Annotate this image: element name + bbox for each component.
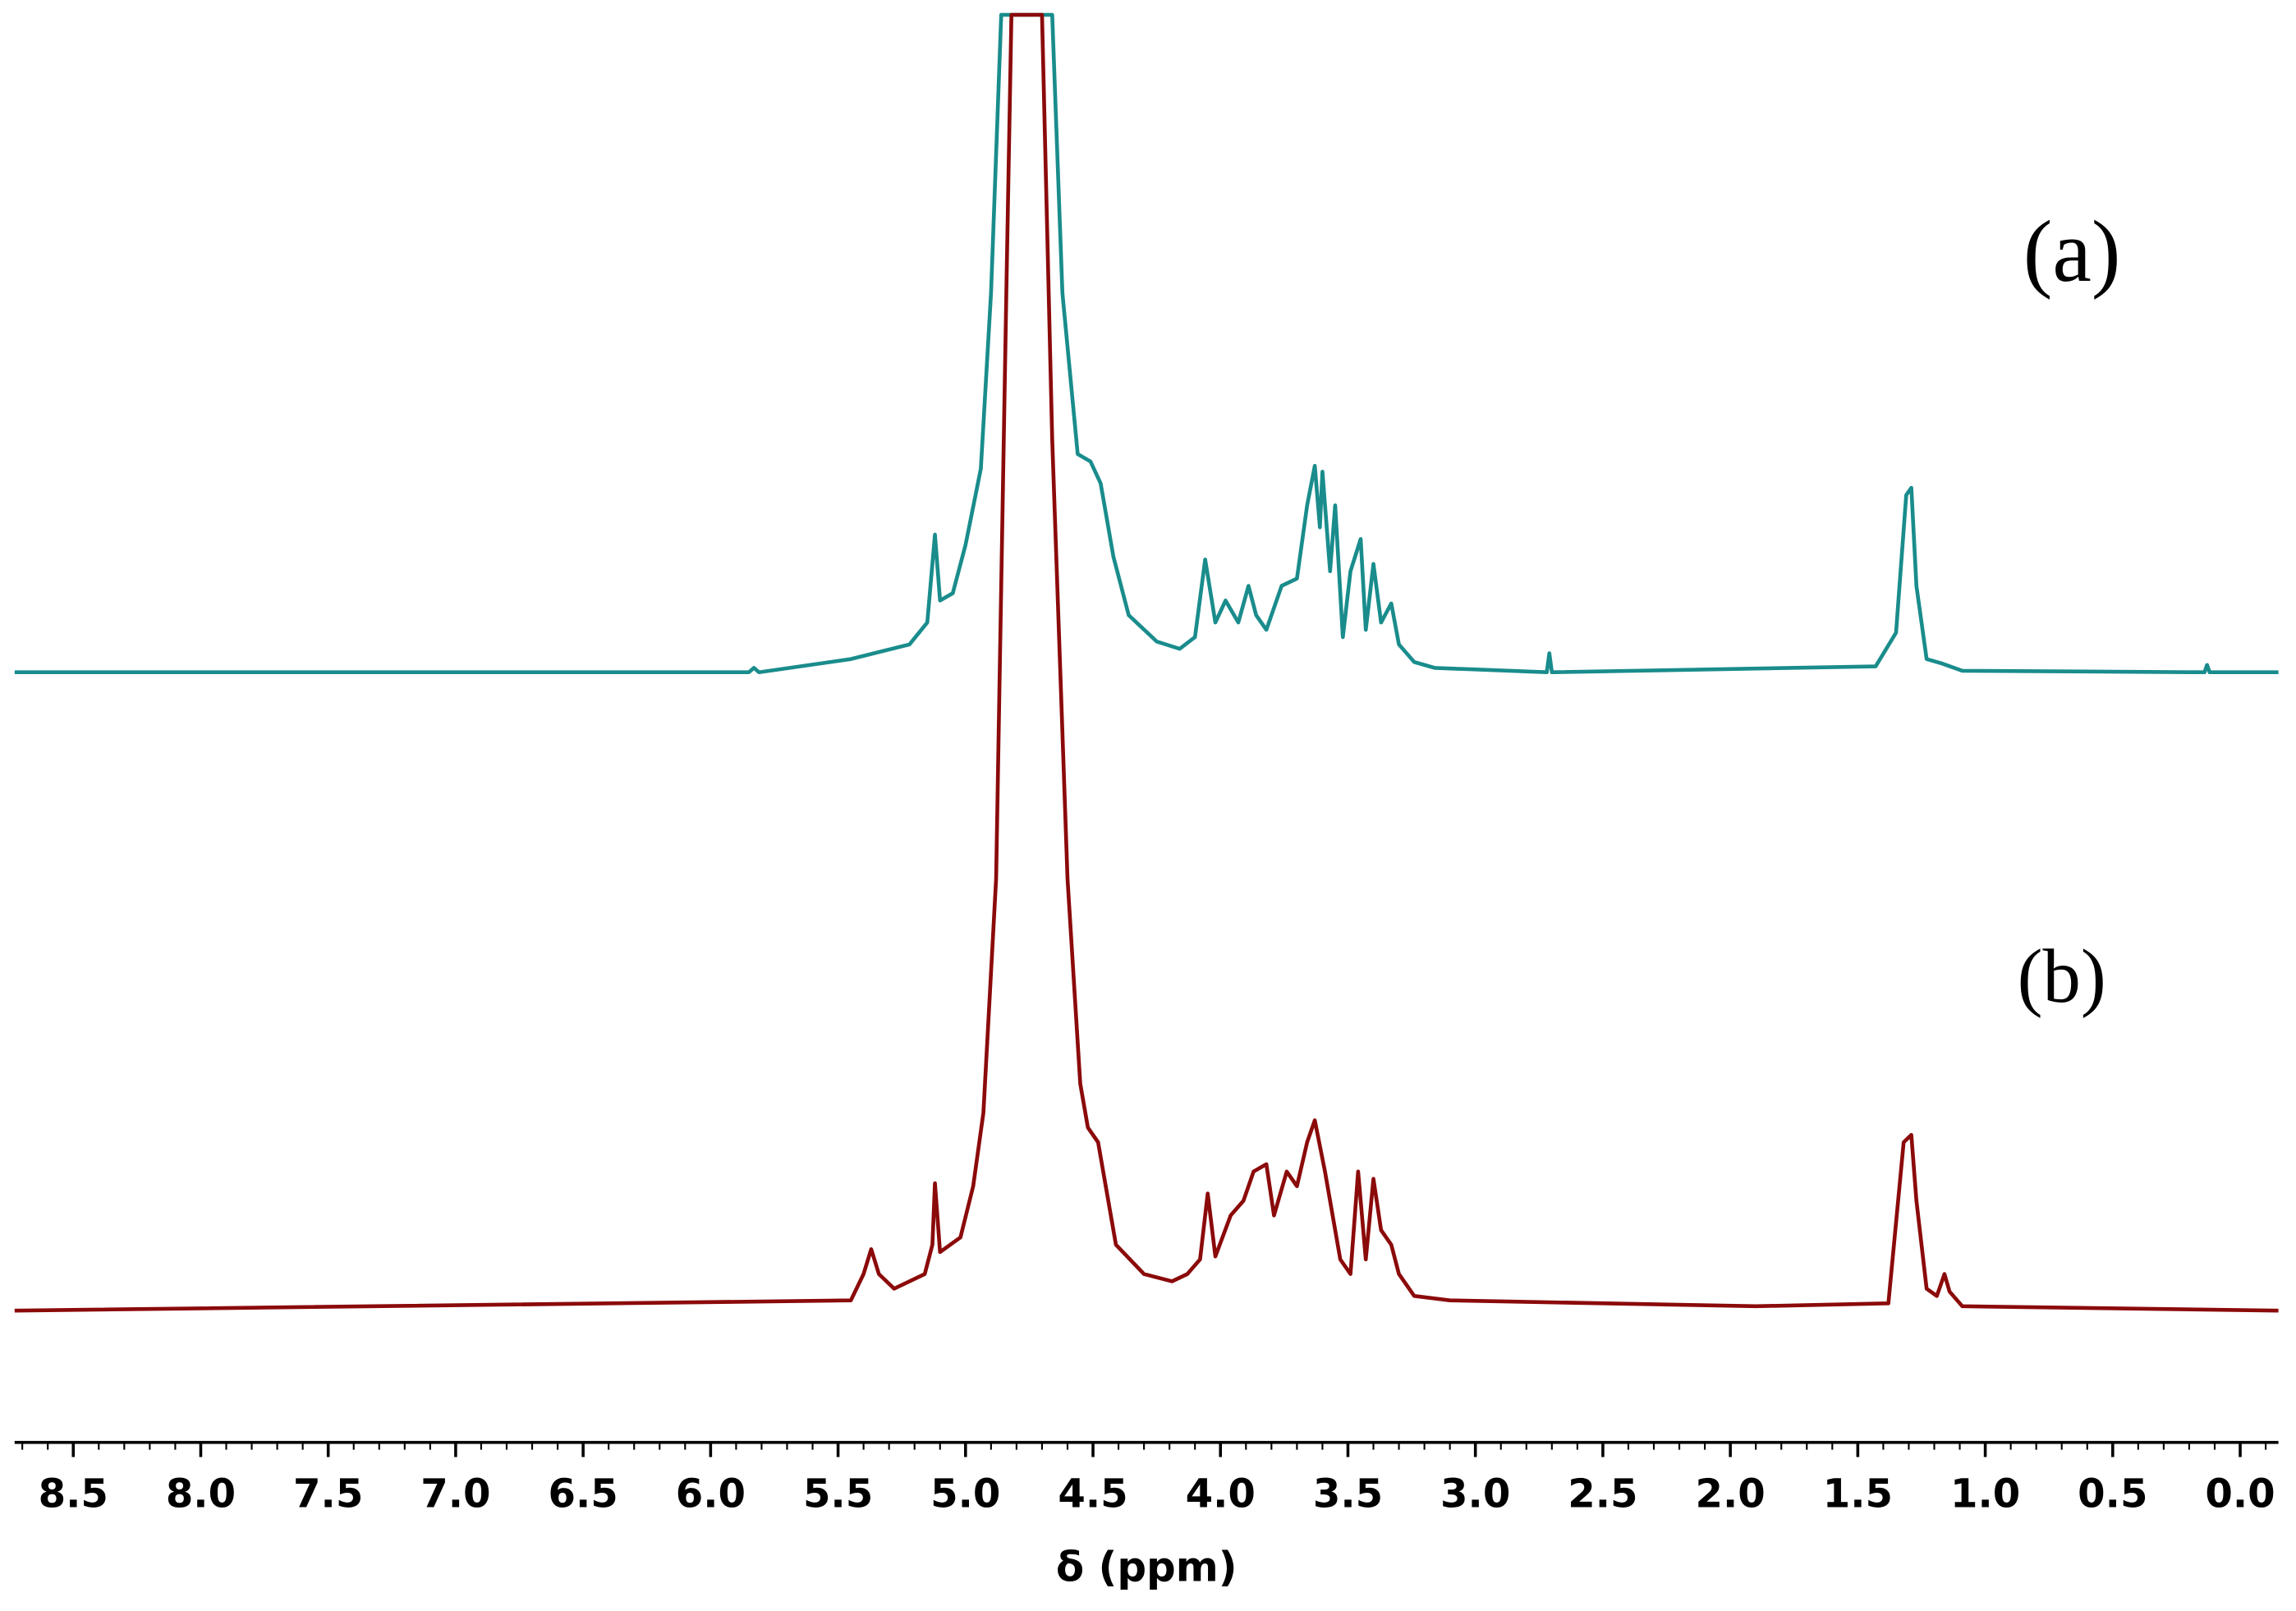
x-axis-label: δ (ppm) [1056,1543,1238,1590]
x-tick-label: 7.5 [293,1471,363,1517]
x-tick-label: 6.5 [548,1471,618,1517]
x-tick-label: 5.5 [803,1471,873,1517]
spectrum-line [14,12,2279,1313]
x-tick-label: 3.5 [1313,1471,1383,1517]
x-tick-label: 0.0 [2205,1471,2275,1517]
x-tick-label: 3.0 [1440,1471,1510,1517]
x-tick-label: 7.0 [420,1471,490,1517]
x-tick-label: 0.5 [2078,1471,2147,1517]
x-tick-label: 4.5 [1058,1471,1127,1517]
x-tick-label: 2.5 [1568,1471,1637,1517]
series-label: (b) [2018,934,2106,1019]
x-tick-label: 1.5 [1823,1471,1893,1517]
x-tick-label: 2.0 [1696,1471,1766,1517]
x-tick-label: 1.0 [1950,1471,2020,1517]
x-tick-label: 8.0 [166,1471,236,1517]
x-tick-label: 6.0 [676,1471,746,1517]
x-tick-label: 4.0 [1186,1471,1256,1517]
x-tick-label: 5.0 [930,1471,1000,1517]
spectrum-line [14,12,2279,675]
series-label: (a) [2023,204,2121,301]
x-tick-label: 8.5 [39,1471,108,1517]
